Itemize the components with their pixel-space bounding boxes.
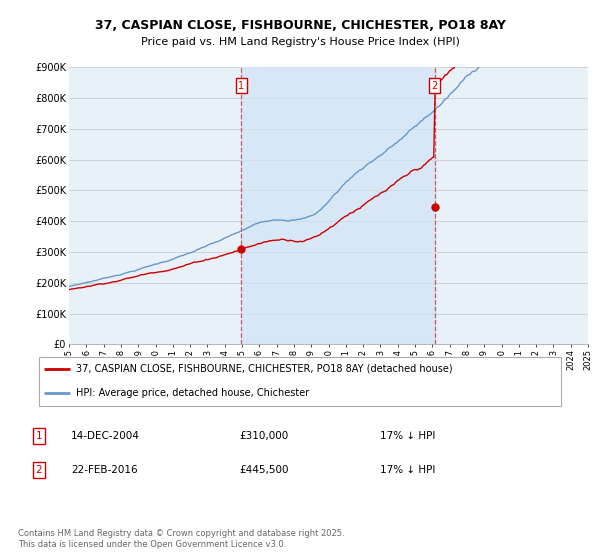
- Text: 2: 2: [431, 81, 438, 91]
- Text: 17% ↓ HPI: 17% ↓ HPI: [380, 465, 436, 475]
- Text: 17% ↓ HPI: 17% ↓ HPI: [380, 431, 436, 441]
- Text: 2: 2: [35, 465, 43, 475]
- Text: 1: 1: [238, 81, 244, 91]
- Text: £310,000: £310,000: [239, 431, 289, 441]
- Text: £445,500: £445,500: [239, 465, 289, 475]
- Text: 37, CASPIAN CLOSE, FISHBOURNE, CHICHESTER, PO18 8AY (detached house): 37, CASPIAN CLOSE, FISHBOURNE, CHICHESTE…: [76, 364, 452, 374]
- Text: Contains HM Land Registry data © Crown copyright and database right 2025.
This d: Contains HM Land Registry data © Crown c…: [18, 529, 344, 549]
- Text: 37, CASPIAN CLOSE, FISHBOURNE, CHICHESTER, PO18 8AY: 37, CASPIAN CLOSE, FISHBOURNE, CHICHESTE…: [95, 18, 505, 32]
- Text: HPI: Average price, detached house, Chichester: HPI: Average price, detached house, Chic…: [76, 388, 309, 398]
- Text: 22-FEB-2016: 22-FEB-2016: [71, 465, 139, 475]
- Bar: [241, 67, 435, 344]
- Text: 14-DEC-2004: 14-DEC-2004: [71, 431, 139, 441]
- FancyBboxPatch shape: [38, 357, 562, 405]
- Text: 1: 1: [35, 431, 43, 441]
- Text: Price paid vs. HM Land Registry's House Price Index (HPI): Price paid vs. HM Land Registry's House …: [140, 37, 460, 47]
